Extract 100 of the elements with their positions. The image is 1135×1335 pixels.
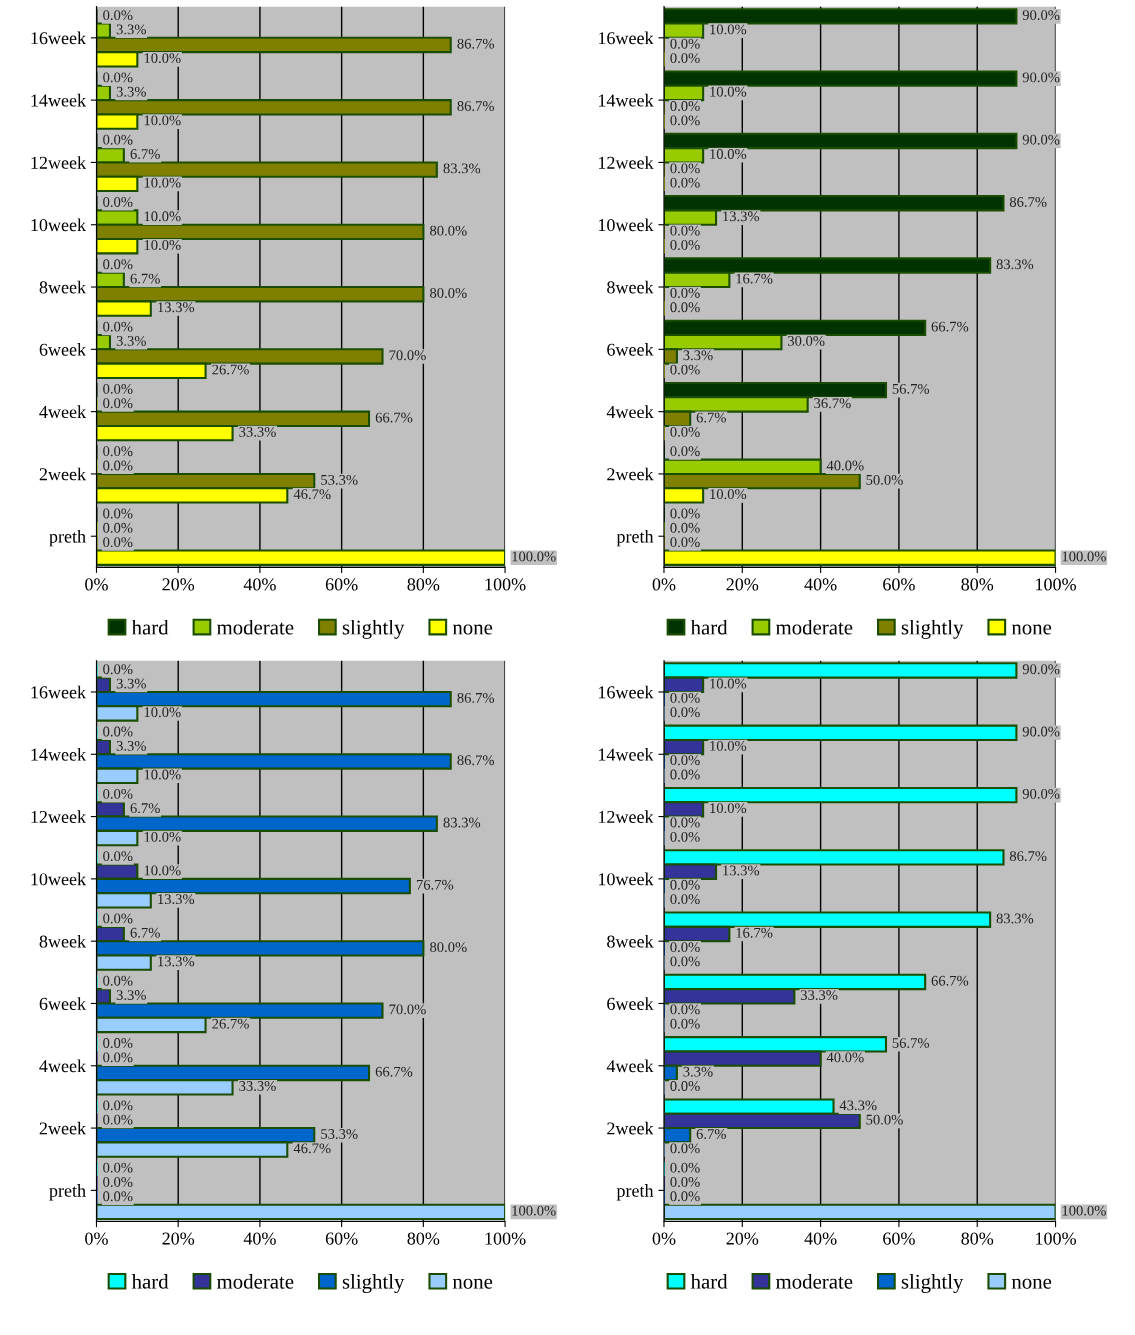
legend-label: none [452, 1278, 493, 1289]
data-label: 76.7% [416, 879, 454, 890]
data-label: 56.7% [892, 1038, 930, 1048]
data-label: 33.3% [239, 1081, 276, 1091]
y-tick-label: 6week [39, 997, 87, 1010]
data-label: 0.0% [670, 537, 700, 548]
y-tick-label: preth [49, 529, 86, 547]
data-label: 100.0% [1062, 551, 1106, 562]
data-label: 3.3% [116, 335, 146, 346]
data-label: 0.0% [670, 1018, 700, 1029]
data-label: 0.0% [103, 134, 133, 145]
data-label: 46.7% [293, 1143, 331, 1154]
y-tick-label: 2week [607, 467, 654, 481]
data-label: 10.0% [144, 240, 181, 250]
data-label: 0.0% [103, 446, 133, 457]
data-label: 10.0% [710, 803, 747, 814]
data-label: 13.3% [723, 211, 760, 222]
y-tick-label: 14week [31, 93, 87, 107]
data-label: 26.7% [212, 364, 249, 375]
data-label: 10.0% [144, 769, 181, 780]
y-tick-label: 10week [598, 218, 654, 232]
data-label: 0.0% [670, 692, 700, 703]
y-tick-label: 6week [607, 343, 654, 356]
data-label: 0.0% [103, 72, 133, 83]
data-label: 0.0% [670, 508, 700, 519]
y-tick-label: 16week [598, 31, 654, 45]
data-label: 0.0% [103, 383, 133, 394]
y-tick-label: 8week [39, 280, 87, 294]
y-tick-label: 2week [607, 1121, 654, 1135]
x-tick-label: 60% [883, 578, 915, 591]
data-label: 10.0% [144, 707, 181, 718]
data-label: 0.0% [103, 1191, 133, 1202]
data-label: 66.7% [375, 412, 413, 423]
y-tick-label: 10week [31, 218, 87, 232]
data-label: 70.0% [389, 1004, 426, 1015]
x-tick-label: 100% [1036, 578, 1076, 591]
data-label: 0.0% [670, 364, 700, 375]
data-label: 0.0% [670, 288, 700, 298]
data-label: 46.7% [293, 489, 331, 500]
y-tick-label: 2week [39, 467, 87, 481]
data-label: 36.7% [814, 398, 851, 409]
data-label: 6.7% [130, 927, 160, 938]
data-label: 0.0% [103, 1038, 133, 1048]
data-label: 56.7% [892, 383, 930, 394]
data-label: 0.0% [103, 913, 133, 924]
data-label: 0.0% [103, 664, 133, 675]
legend-label: none [1011, 624, 1052, 635]
data-label: 0.0% [670, 115, 700, 126]
data-label: 40.0% [826, 1052, 864, 1063]
data-label: 3.3% [116, 86, 146, 97]
data-label: 0.0% [103, 321, 133, 332]
data-label: 0.0% [670, 755, 700, 766]
y-tick-label: 8week [39, 934, 87, 948]
y-tick-label: 14week [31, 748, 87, 761]
y-tick-label: preth [616, 1184, 654, 1201]
data-label: 3.3% [116, 24, 146, 35]
data-label: 6.7% [130, 273, 160, 284]
x-tick-label: 40% [804, 1232, 837, 1245]
y-tick-label: 8week [607, 280, 654, 294]
data-label: 80.0% [430, 942, 467, 953]
y-tick-label: 16week [31, 685, 87, 699]
data-label: 90.0% [1022, 10, 1060, 21]
data-label: 3.3% [116, 990, 146, 1001]
data-label: 100.0% [512, 551, 556, 562]
y-tick-label: 16week [598, 685, 654, 699]
data-label: 30.0% [788, 335, 825, 346]
data-label: 6.7% [696, 412, 726, 423]
data-label: 0.0% [103, 508, 133, 519]
y-tick-label: 12week [598, 156, 654, 169]
y-tick-label: 14week [598, 748, 654, 761]
y-tick-label: 12week [598, 810, 654, 824]
legend-label: moderate [216, 619, 294, 635]
legend-label: hard [690, 1274, 728, 1289]
data-label: 0.0% [670, 1081, 700, 1091]
data-label: 53.3% [321, 474, 358, 485]
data-label: 80.0% [430, 225, 467, 236]
data-label: 86.7% [457, 38, 495, 49]
data-label: 80.0% [430, 288, 467, 298]
x-tick-label: 100% [1036, 1232, 1076, 1245]
data-label: 0.0% [670, 302, 700, 313]
data-label: 83.3% [996, 913, 1034, 924]
legend-label: hard [131, 619, 169, 635]
x-tick-label: 80% [407, 1232, 440, 1245]
data-label: 0.0% [670, 522, 700, 533]
data-label: 0.0% [670, 769, 700, 780]
data-label: 10.0% [144, 177, 181, 188]
x-tick-label: 80% [961, 578, 994, 591]
data-label: 16.7% [736, 927, 773, 938]
data-label: 100.0% [512, 1205, 556, 1216]
data-label: 0.0% [670, 101, 700, 111]
data-label: 13.3% [158, 894, 195, 905]
legend-label: slightly [901, 1274, 964, 1293]
data-label: 0.0% [103, 975, 133, 986]
x-tick-label: 0% [85, 1232, 108, 1245]
data-label: 90.0% [1022, 664, 1060, 675]
data-label: 0.0% [103, 1114, 133, 1125]
data-label: 33.3% [800, 990, 838, 1001]
legend-label: hard [131, 1274, 169, 1289]
data-label: 0.0% [670, 1177, 700, 1187]
data-label: 0.0% [103, 537, 133, 548]
